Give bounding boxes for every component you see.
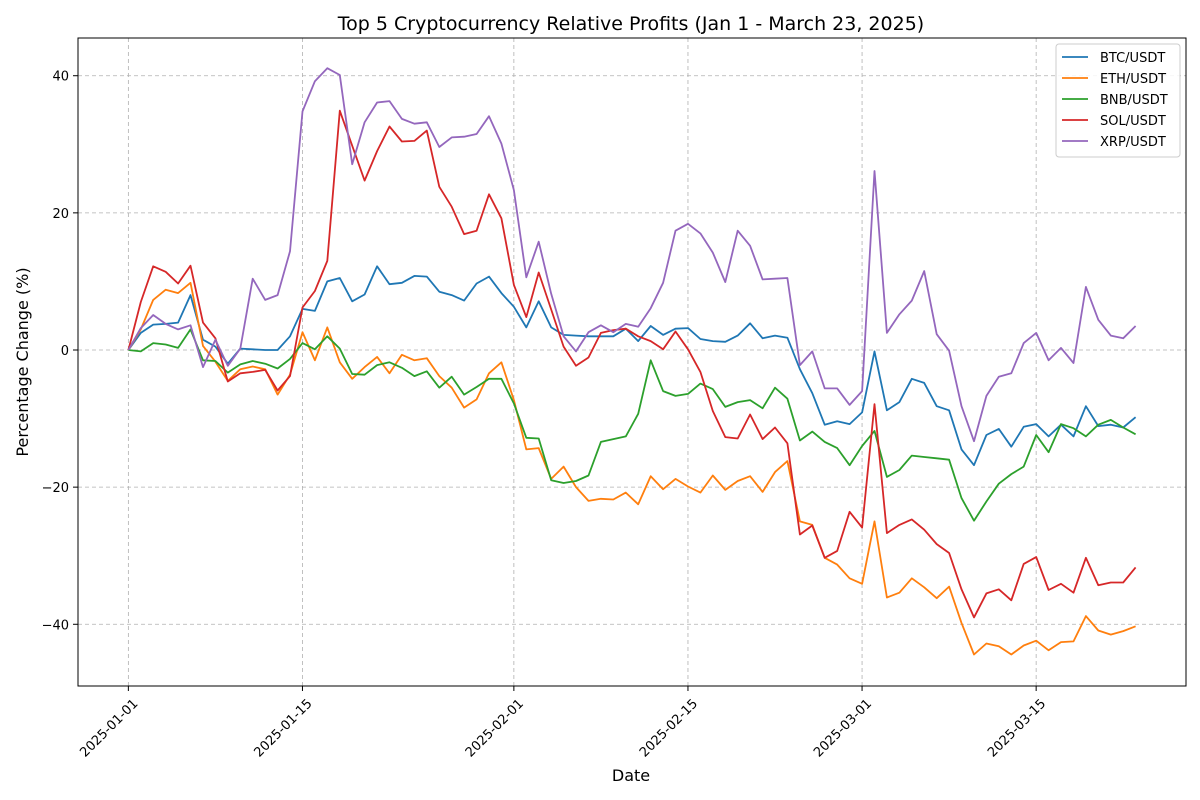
y-tick-label: 40 [52,70,69,85]
series-line-btc [127,265,1137,467]
series-line-bnb [128,328,1137,522]
series-line-eth [127,281,1136,656]
legend-label: BNB/USDT [1100,93,1168,108]
plot-frame [77,37,1187,687]
series-line-xrp [127,67,1137,443]
legend-label: BTC/USDT [1100,51,1165,66]
legend: BTC/USDT ETH/USDT BNB/USDT SOL/USDT XRP/USDT [1055,43,1181,158]
x-axis-label: Date [612,766,650,785]
y-tick-label: −40 [42,618,69,633]
series-lines [127,67,1137,656]
legend-label: SOL/USDT [1100,114,1166,129]
grid [78,38,1186,686]
legend-box [1055,43,1181,158]
y-tick-label: 0 [61,344,69,359]
legend-label: ETH/USDT [1100,72,1166,87]
series-line-sol [127,109,1137,619]
y-axis-label: Percentage Change (%) [13,267,32,456]
chart-title: Top 5 Cryptocurrency Relative Profits (J… [337,13,924,35]
legend-label: XRP/USDT [1100,135,1166,150]
y-tick-label: −20 [42,481,69,496]
y-tick-label: 20 [52,207,69,222]
